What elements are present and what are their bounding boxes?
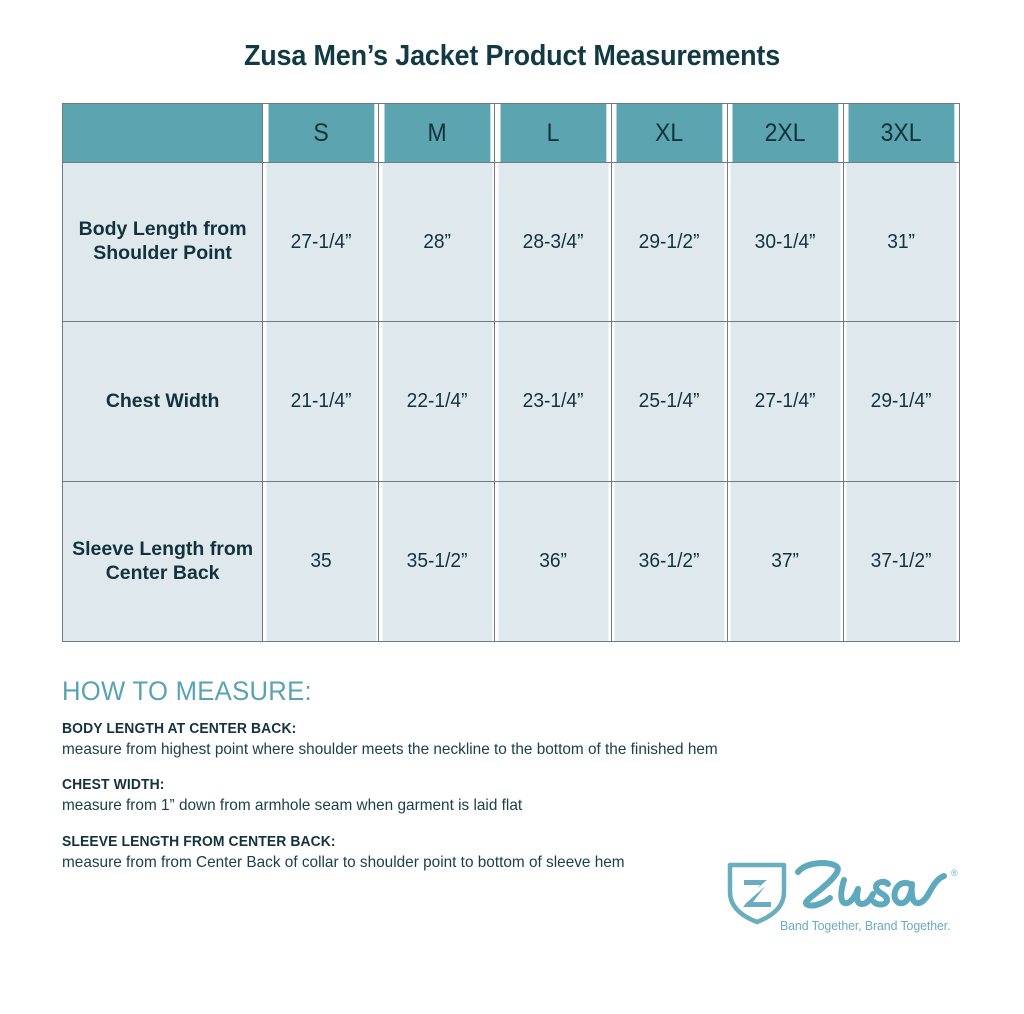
cell-sleeve-length-s: 35 (264, 481, 378, 642)
how-to-measure-section: HOW TO MEASURE: BODY LENGTH AT CENTER BA… (62, 676, 762, 890)
cell-body-length-m: 28” (380, 162, 494, 322)
cell-chest-width-3xl: 29-1/4” (845, 321, 958, 482)
measure-item-description: measure from 1” down from armhole seam w… (62, 797, 523, 815)
column-header-xl: XL (615, 103, 724, 163)
cell-sleeve-length-3xl: 37-1/2” (845, 481, 958, 642)
column-header-s: S (266, 103, 375, 163)
cell-sleeve-length-m: 35-1/2” (380, 481, 494, 642)
cell-body-length-s: 27-1/4” (264, 162, 378, 322)
row-label-chest-width: Chest Width (61, 321, 264, 482)
cell-sleeve-length-xl: 36-1/2” (612, 481, 726, 642)
measure-item-sleeve-length: SLEEVE LENGTH FROM CENTER BACK: measure … (62, 834, 762, 873)
table-corner-cell (61, 103, 264, 163)
table-row: Sleeve Length from Center Back 35 35-1/2… (61, 481, 960, 642)
measure-item-title: CHEST WIDTH: (62, 777, 165, 794)
cell-chest-width-m: 22-1/4” (380, 321, 494, 482)
row-label-body-length: Body Length from Shoulder Point (61, 162, 264, 322)
table-header-row: S M L XL 2XL 3XL (61, 103, 960, 163)
measure-item-description: measure from from Center Back of collar … (62, 853, 625, 871)
how-to-measure-heading: HOW TO MEASURE: (62, 676, 312, 706)
zusa-wordmark-icon: ® (795, 860, 958, 909)
cell-body-length-xl: 29-1/2” (612, 162, 726, 322)
cell-chest-width-xl: 25-1/4” (612, 321, 726, 482)
table-body: Body Length from Shoulder Point 27-1/4” … (61, 162, 960, 642)
cell-chest-width-l: 23-1/4” (496, 321, 610, 482)
cell-body-length-l: 28-3/4” (496, 162, 610, 322)
cell-body-length-3xl: 31” (845, 162, 958, 322)
measure-item-body-length: BODY LENGTH AT CENTER BACK: measure from… (62, 721, 762, 760)
table-row: Chest Width 21-1/4” 22-1/4” 23-1/4” 25-1… (61, 321, 960, 482)
shield-icon (727, 862, 787, 925)
measurements-table: S M L XL 2XL 3XL Body Length from Should… (61, 103, 960, 642)
cell-body-length-2xl: 30-1/4” (729, 162, 842, 322)
column-header-3xl: 3XL (847, 103, 956, 163)
cell-sleeve-length-l: 36” (496, 481, 610, 642)
page-title: Zusa Men’s Jacket Product Measurements (243, 40, 781, 72)
measure-item-title: BODY LENGTH AT CENTER BACK: (62, 721, 297, 737)
column-header-m: M (383, 103, 491, 163)
zusa-logo: ® Band Together, Brand Together. (726, 860, 966, 946)
column-header-l: L (499, 103, 607, 163)
table-row: Body Length from Shoulder Point 27-1/4” … (61, 162, 960, 322)
cell-chest-width-s: 21-1/4” (264, 321, 378, 482)
cell-chest-width-2xl: 27-1/4” (729, 321, 842, 482)
table-header: S M L XL 2XL 3XL (61, 103, 960, 163)
column-header-2xl: 2XL (731, 103, 840, 163)
measure-item-description: measure from highest point where shoulde… (62, 741, 718, 758)
row-label-sleeve-length: Sleeve Length from Center Back (61, 481, 264, 642)
registered-mark: ® (951, 868, 958, 878)
measure-item-chest-width: CHEST WIDTH: measure from 1” down from a… (62, 777, 762, 816)
measure-item-title: SLEEVE LENGTH FROM CENTER BACK: (62, 833, 336, 850)
logo-tagline: Band Together, Brand Together. (780, 918, 951, 933)
cell-sleeve-length-2xl: 37” (729, 481, 842, 642)
